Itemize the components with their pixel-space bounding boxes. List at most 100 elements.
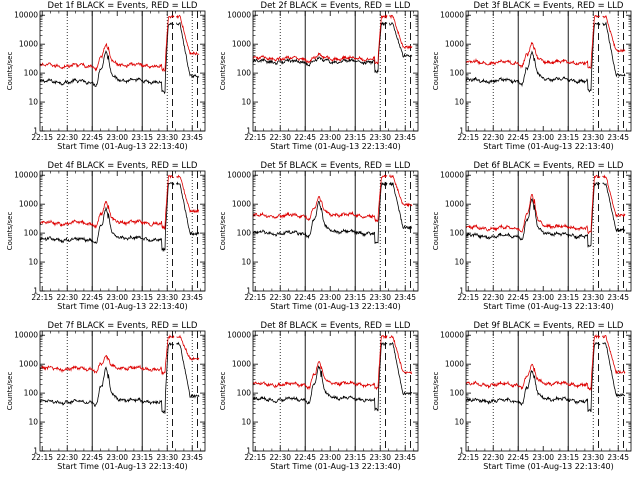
plot-title: Det 9f BLACK = Events, RED = LLD	[474, 321, 624, 331]
x-axis-label: Start Time (01-Aug-13 22:13:40)	[57, 142, 188, 151]
x-tick-label: 22:45	[294, 293, 316, 302]
plot-svg: Det 7f BLACK = Events, RED = LLD 1 10 100 10…	[6, 321, 206, 471]
x-tick-label: 23:15	[344, 293, 366, 302]
x-tick-label: 22:45	[294, 453, 316, 462]
plot-svg: Det 1f BLACK = Events, RED = LLD 1 10 100 10…	[6, 1, 206, 151]
plot-frame	[465, 330, 632, 452]
detector-plot-3: Det 3f BLACK = Events, RED = LLD 1 10 100 10…	[426, 0, 639, 160]
y-tick-label: 10	[241, 418, 251, 427]
y-tick-label: 10	[241, 98, 251, 107]
plot-frame	[39, 330, 206, 452]
detector-plot-7: Det 7f BLACK = Events, RED = LLD 1 10 100 10…	[0, 320, 213, 480]
y-tick-label: 10	[454, 258, 464, 267]
x-tick-label: 23:00	[319, 453, 341, 462]
x-tick-label: 22:15	[457, 293, 479, 302]
x-tick-label: 22:30	[482, 453, 504, 462]
y-tick-label: 100	[450, 389, 465, 398]
y-axis-label: Counts/sec	[219, 52, 227, 91]
x-tick-label: 23:30	[369, 453, 391, 462]
plot-svg: Det 3f BLACK = Events, RED = LLD 1 10 100 10…	[432, 1, 632, 151]
plot-title: Det 2f BLACK = Events, RED = LLD	[261, 1, 411, 11]
y-tick-label: 10	[241, 258, 251, 267]
series-line-events	[465, 181, 626, 248]
y-tick-label: 1	[246, 447, 251, 456]
x-tick-label: 22:15	[457, 133, 479, 142]
series-line-events	[39, 181, 200, 253]
x-tick-label: 23:30	[156, 133, 178, 142]
x-tick-label: 23:15	[344, 453, 366, 462]
series-line-events	[252, 181, 413, 244]
series-line-lld	[39, 174, 200, 231]
series-line-events	[252, 341, 413, 412]
detector-plot-5: Det 5f BLACK = Events, RED = LLD 1 10 100 10…	[213, 160, 426, 320]
x-tick-label: 23:00	[106, 453, 128, 462]
detector-plot-4: Det 4f BLACK = Events, RED = LLD 1 10 100 10…	[0, 160, 213, 320]
x-tick-label: 23:30	[156, 293, 178, 302]
plot-frame	[39, 170, 206, 292]
y-tick-label: 1000	[445, 200, 464, 209]
y-tick-label: 100	[24, 229, 39, 238]
x-tick-label: 23:00	[319, 133, 341, 142]
x-tick-label: 22:30	[269, 453, 291, 462]
y-axis-label: Counts/sec	[432, 52, 440, 91]
y-tick-label: 10	[454, 418, 464, 427]
y-tick-label: 1000	[232, 40, 251, 49]
x-tick-label: 22:15	[244, 453, 266, 462]
y-tick-label: 1	[459, 287, 464, 296]
series-line-events	[465, 342, 626, 413]
x-tick-label: 23:15	[344, 133, 366, 142]
x-axis-label: Start Time (01-Aug-13 22:13:40)	[270, 302, 401, 311]
series-line-lld	[252, 174, 413, 223]
y-axis-label: Counts/sec	[6, 372, 14, 411]
x-tick-label: 23:30	[582, 133, 604, 142]
y-tick-label: 10	[28, 258, 38, 267]
x-tick-label: 22:45	[294, 133, 316, 142]
x-tick-label: 23:45	[394, 453, 416, 462]
y-tick-label: 10000	[14, 331, 38, 340]
series-line-lld	[39, 14, 200, 72]
x-axis-label: Start Time (01-Aug-13 22:13:40)	[57, 302, 188, 311]
x-tick-label: 22:15	[244, 133, 266, 142]
x-tick-label: 22:45	[81, 453, 103, 462]
plot-title: Det 7f BLACK = Events, RED = LLD	[48, 321, 198, 331]
x-axis-label: Start Time (01-Aug-13 22:13:40)	[483, 142, 614, 151]
x-tick-label: 22:30	[56, 293, 78, 302]
x-tick-label: 23:00	[532, 293, 554, 302]
y-tick-label: 10000	[440, 11, 464, 20]
y-tick-label: 100	[450, 229, 465, 238]
x-tick-label: 23:30	[369, 293, 391, 302]
plot-svg: Det 8f BLACK = Events, RED = LLD 1 10 100 10…	[219, 321, 419, 471]
series-line-events	[39, 341, 200, 414]
detector-plot-8: Det 8f BLACK = Events, RED = LLD 1 10 100 10…	[213, 320, 426, 480]
x-tick-label: 23:45	[181, 293, 203, 302]
plot-frame	[465, 170, 632, 292]
x-tick-label: 23:30	[582, 453, 604, 462]
y-tick-label: 1	[459, 127, 464, 136]
x-tick-label: 23:15	[557, 453, 579, 462]
y-tick-label: 100	[237, 389, 252, 398]
x-tick-label: 23:00	[319, 293, 341, 302]
y-tick-label: 100	[450, 69, 465, 78]
y-tick-label: 1	[33, 287, 38, 296]
y-tick-label: 1	[33, 127, 38, 136]
y-axis-label: Counts/sec	[219, 372, 227, 411]
x-tick-label: 23:45	[607, 133, 629, 142]
x-tick-label: 22:45	[507, 133, 529, 142]
y-tick-label: 1000	[232, 360, 251, 369]
y-tick-label: 1000	[445, 40, 464, 49]
x-tick-label: 22:30	[269, 133, 291, 142]
y-tick-label: 10	[28, 98, 38, 107]
y-tick-label: 10	[454, 98, 464, 107]
x-tick-label: 23:45	[394, 293, 416, 302]
plot-frame	[252, 10, 419, 132]
x-tick-label: 23:30	[582, 293, 604, 302]
y-tick-label: 100	[237, 69, 252, 78]
x-tick-label: 23:30	[369, 133, 391, 142]
plot-svg: Det 6f BLACK = Events, RED = LLD 1 10 100 10…	[432, 161, 632, 311]
x-tick-label: 23:45	[181, 133, 203, 142]
series-line-lld	[465, 174, 626, 235]
x-tick-label: 22:30	[482, 133, 504, 142]
y-tick-label: 100	[24, 389, 39, 398]
x-tick-label: 23:00	[532, 133, 554, 142]
detector-plot-1: Det 1f BLACK = Events, RED = LLD 1 10 100 10…	[0, 0, 213, 160]
